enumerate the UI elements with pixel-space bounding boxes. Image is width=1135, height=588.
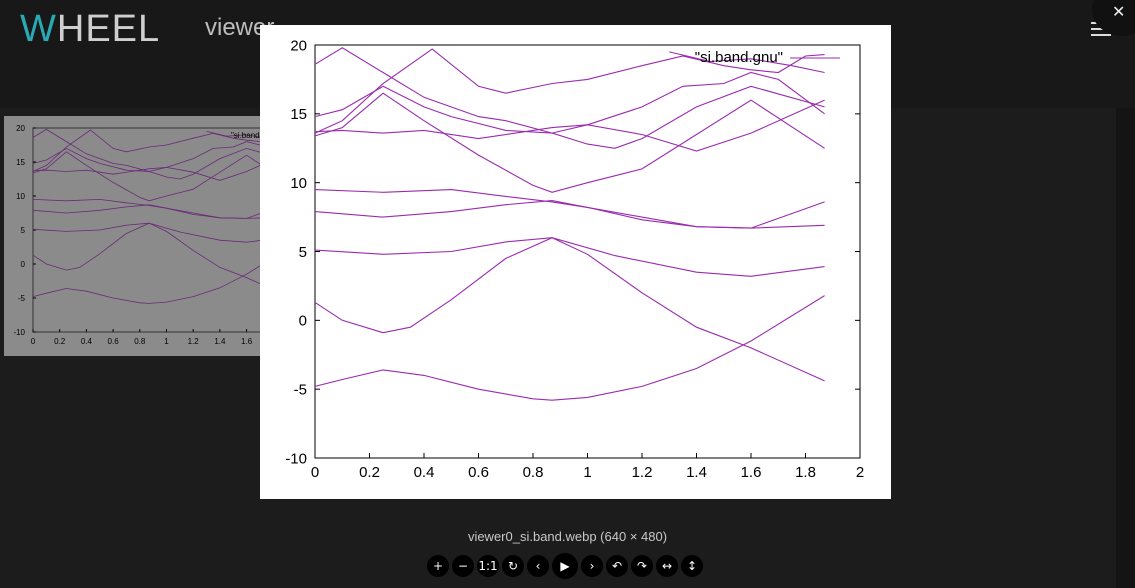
logo-text: HEEL [56, 8, 161, 50]
band-line-10 [669, 51, 825, 74]
band-line-6 [32, 164, 260, 181]
band-line-0 [314, 295, 825, 401]
y-tick-label: 10 [290, 175, 307, 192]
background-thumbnail[interactable]: 00.20.40.60.811.21.41.61.82-10-505101520… [4, 116, 260, 356]
one-to-one-button[interactable]: 1:1 [477, 555, 499, 577]
y-tick-label: 0 [299, 313, 307, 330]
band-line-4 [314, 189, 825, 229]
legend-label: "si.band.gnu" [695, 49, 783, 66]
x-tick-label: 0.6 [468, 464, 489, 481]
next-button[interactable]: › [581, 555, 603, 577]
y-tick-label: -10 [285, 450, 307, 467]
x-tick-label: 0.6 [108, 337, 120, 346]
x-tick-label: 1.8 [795, 464, 816, 481]
side-panel [1116, 108, 1135, 588]
x-tick-label: 0 [31, 337, 36, 346]
band-line-10 [206, 131, 260, 138]
rotate-left-button[interactable]: ↶ [606, 555, 628, 577]
prev-button[interactable]: ‹ [527, 555, 549, 577]
band-line-6 [314, 99, 825, 152]
x-tick-label: 1.6 [741, 464, 762, 481]
plot-frame [32, 127, 260, 333]
y-tick-label: 5 [299, 244, 307, 261]
reset-button[interactable]: ↻ [502, 555, 524, 577]
band-line-5 [314, 92, 825, 193]
y-tick-label: 0 [21, 260, 26, 269]
x-tick-label: 1 [164, 337, 169, 346]
zoom-out-button[interactable]: − [452, 555, 474, 577]
x-tick-label: 1.4 [686, 464, 707, 481]
y-tick-label: 20 [290, 37, 307, 54]
band-line-4 [32, 198, 260, 219]
y-tick-label: 10 [16, 192, 25, 201]
band-structure-chart: 0 0.2 0.4 0.6 0.8 1 1.2 1.4 1.6 1.8 2 -10 -5 0 5 10 15 20… [285, 37, 864, 481]
band-line-9 [314, 48, 825, 134]
band-line-2 [32, 222, 260, 243]
band-line-1 [314, 237, 825, 382]
image-viewer-canvas[interactable]: 0 0.2 0.4 0.6 0.8 1 1.2 1.4 1.6 1.8 2 -10 -5 0 5 10 15 20… [260, 25, 891, 499]
band-line-5 [32, 151, 260, 202]
x-tick-label: 2 [856, 464, 864, 481]
x-tick-label: 0.8 [523, 464, 544, 481]
y-tick-label: 20 [16, 124, 25, 133]
y-tick-label: -5 [18, 294, 26, 303]
x-tick-label: 1 [583, 464, 591, 481]
x-tick-label: 0.8 [134, 337, 146, 346]
zoom-in-button[interactable]: + [427, 555, 449, 577]
x-tick-label: 1.6 [241, 337, 253, 346]
flip-vertical-button[interactable]: ↕ [681, 555, 703, 577]
x-tick-label: 0 [311, 464, 319, 481]
close-icon[interactable]: ✕ [1112, 2, 1126, 21]
band-line-7 [314, 85, 825, 149]
band-line-7 [32, 147, 260, 180]
rotate-right-button[interactable]: ↷ [631, 555, 653, 577]
x-tick-label: 1.4 [214, 337, 226, 346]
y-tick-label: 15 [16, 158, 25, 167]
y-tick-label: 15 [290, 106, 307, 123]
wheel-logo[interactable]: WHEEL [20, 8, 160, 51]
x-tick-label: 1.2 [188, 337, 200, 346]
viewer-toolbar: + −1:1 ↻ ‹ ▶ › ↶ ↷ ↔ ↕ [427, 553, 703, 579]
band-line-2 [314, 237, 825, 277]
x-tick-label: 1.2 [632, 464, 653, 481]
image-caption: viewer0_si.band.webp (640 × 480) [467, 529, 668, 544]
plot-frame [314, 44, 861, 459]
band-line-8 [314, 47, 825, 134]
y-tick-label: 5 [21, 226, 26, 235]
x-tick-label: 0.4 [414, 464, 435, 481]
play-button[interactable]: ▶ [552, 553, 578, 579]
x-tick-label: 0.2 [359, 464, 380, 481]
band-line-3 [32, 204, 260, 219]
flip-horizontal-button[interactable]: ↔ [656, 555, 678, 577]
y-tick-label: -5 [294, 381, 307, 398]
x-tick-label: 0.4 [81, 337, 93, 346]
legend-label: "si.band.gnu" [231, 131, 260, 140]
y-tick-label: -10 [13, 328, 25, 337]
logo-accent-letter: W [20, 8, 57, 50]
thumbnail-chart: 00.20.40.60.811.21.41.61.82-10-505101520… [13, 124, 260, 346]
band-line-9 [32, 129, 260, 172]
x-tick-label: 0.2 [54, 337, 66, 346]
band-line-1 [32, 222, 260, 285]
band-line-0 [32, 265, 260, 304]
band-line-8 [32, 128, 260, 172]
